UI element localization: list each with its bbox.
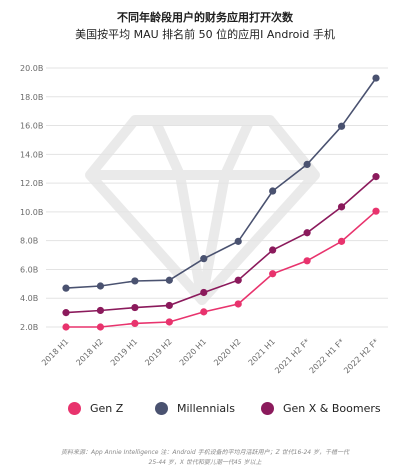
data-point-0	[96, 323, 105, 331]
legend-label: Gen X & Boomers	[283, 401, 381, 415]
data-point-0	[234, 300, 242, 308]
legend-swatch	[68, 401, 81, 415]
source-note: 资料来源：App Annie Intelligence 注：Android 手机…	[0, 448, 410, 468]
y-tick-label: 18.0B	[20, 93, 43, 102]
x-tick-label: 2021 H1	[247, 337, 277, 367]
data-point-2	[269, 246, 277, 254]
data-point-2	[234, 276, 242, 284]
y-tick-label: 12.0B	[20, 179, 43, 188]
x-tick-label: 2020 H2	[212, 337, 242, 367]
data-point-0	[303, 257, 311, 265]
x-tick-label: 2019 H2	[143, 337, 173, 367]
data-point-2	[372, 173, 380, 181]
series-line-0	[66, 210, 377, 328]
data-point-2	[165, 301, 173, 310]
legend-item-gen-x-boomers: Gen X & Boomers	[261, 398, 381, 418]
data-point-0	[269, 270, 277, 278]
source-line-2: 25-44 岁，X 世代和婴儿潮一代45 岁以上	[148, 459, 262, 466]
data-point-1	[372, 74, 380, 82]
y-tick-label: 6.0B	[20, 265, 38, 274]
series-line-2	[65, 175, 377, 314]
y-tick-label: 10.0B	[20, 208, 43, 217]
x-tick-label: 2018 H1	[40, 337, 70, 367]
data-point-2	[62, 309, 70, 317]
line-chart: 2.0B 4.0B 6.0B 8.0B 10.0B 12.0B 14.0B 16.0B 18.0…	[20, 64, 388, 375]
x-tick-label: 2020 H1	[178, 337, 208, 367]
data-point-0	[372, 207, 380, 215]
data-point-0	[337, 237, 346, 245]
data-point-2	[200, 288, 208, 297]
watermark-gem	[85, 115, 320, 305]
data-point-2	[303, 229, 311, 237]
x-tick-label: 2022 H1 F*	[308, 337, 346, 375]
data-point-2	[337, 203, 346, 211]
chart-legend: Gen Z Millennials Gen X & Boomers	[0, 398, 410, 418]
data-point-0	[165, 318, 173, 326]
y-tick-label: 14.0B	[20, 150, 43, 159]
x-tick-label: 2022 H2 F*	[342, 337, 380, 375]
legend-item-millennials: Millennials	[155, 398, 235, 418]
data-point-1	[337, 122, 346, 130]
data-point-1	[165, 276, 173, 284]
x-tick-label: 2019 H1	[109, 337, 139, 367]
x-tick-label: 2021 H2 F*	[273, 337, 311, 375]
data-point-1	[131, 277, 139, 285]
data-point-1	[269, 187, 277, 195]
y-tick-label: 8.0B	[20, 237, 38, 246]
chart-subtitle: 美国按平均 MAU 排名前 50 位的应用I Android 手机	[75, 28, 335, 41]
source-line-1: 资料来源：App Annie Intelligence 注：Android 手机…	[60, 449, 350, 456]
data-point-0	[200, 308, 208, 316]
series-line-1	[65, 77, 377, 289]
legend-swatch	[261, 401, 274, 415]
data-point-0	[62, 323, 70, 331]
data-point-1	[234, 237, 242, 245]
y-tick-label: 2.0B	[20, 323, 38, 332]
y-tick-label: 20.0B	[20, 64, 43, 73]
data-point-2	[96, 306, 105, 315]
chart-title: 不同年龄段用户的财务应用打开次数	[117, 11, 293, 24]
legend-label: Millennials	[177, 401, 235, 415]
data-point-0	[131, 319, 139, 328]
data-point-1	[62, 284, 70, 292]
data-point-1	[303, 160, 311, 169]
y-tick-label: 16.0B	[20, 122, 43, 131]
data-point-1	[200, 255, 208, 263]
legend-label: Gen Z	[90, 401, 124, 415]
x-tick-label: 2018 H2	[74, 337, 104, 367]
legend-item-gen-z: Gen Z	[68, 398, 123, 418]
data-point-2	[131, 303, 139, 312]
legend-swatch	[155, 401, 168, 415]
y-tick-label: 4.0B	[20, 294, 38, 303]
data-point-1	[96, 282, 105, 290]
